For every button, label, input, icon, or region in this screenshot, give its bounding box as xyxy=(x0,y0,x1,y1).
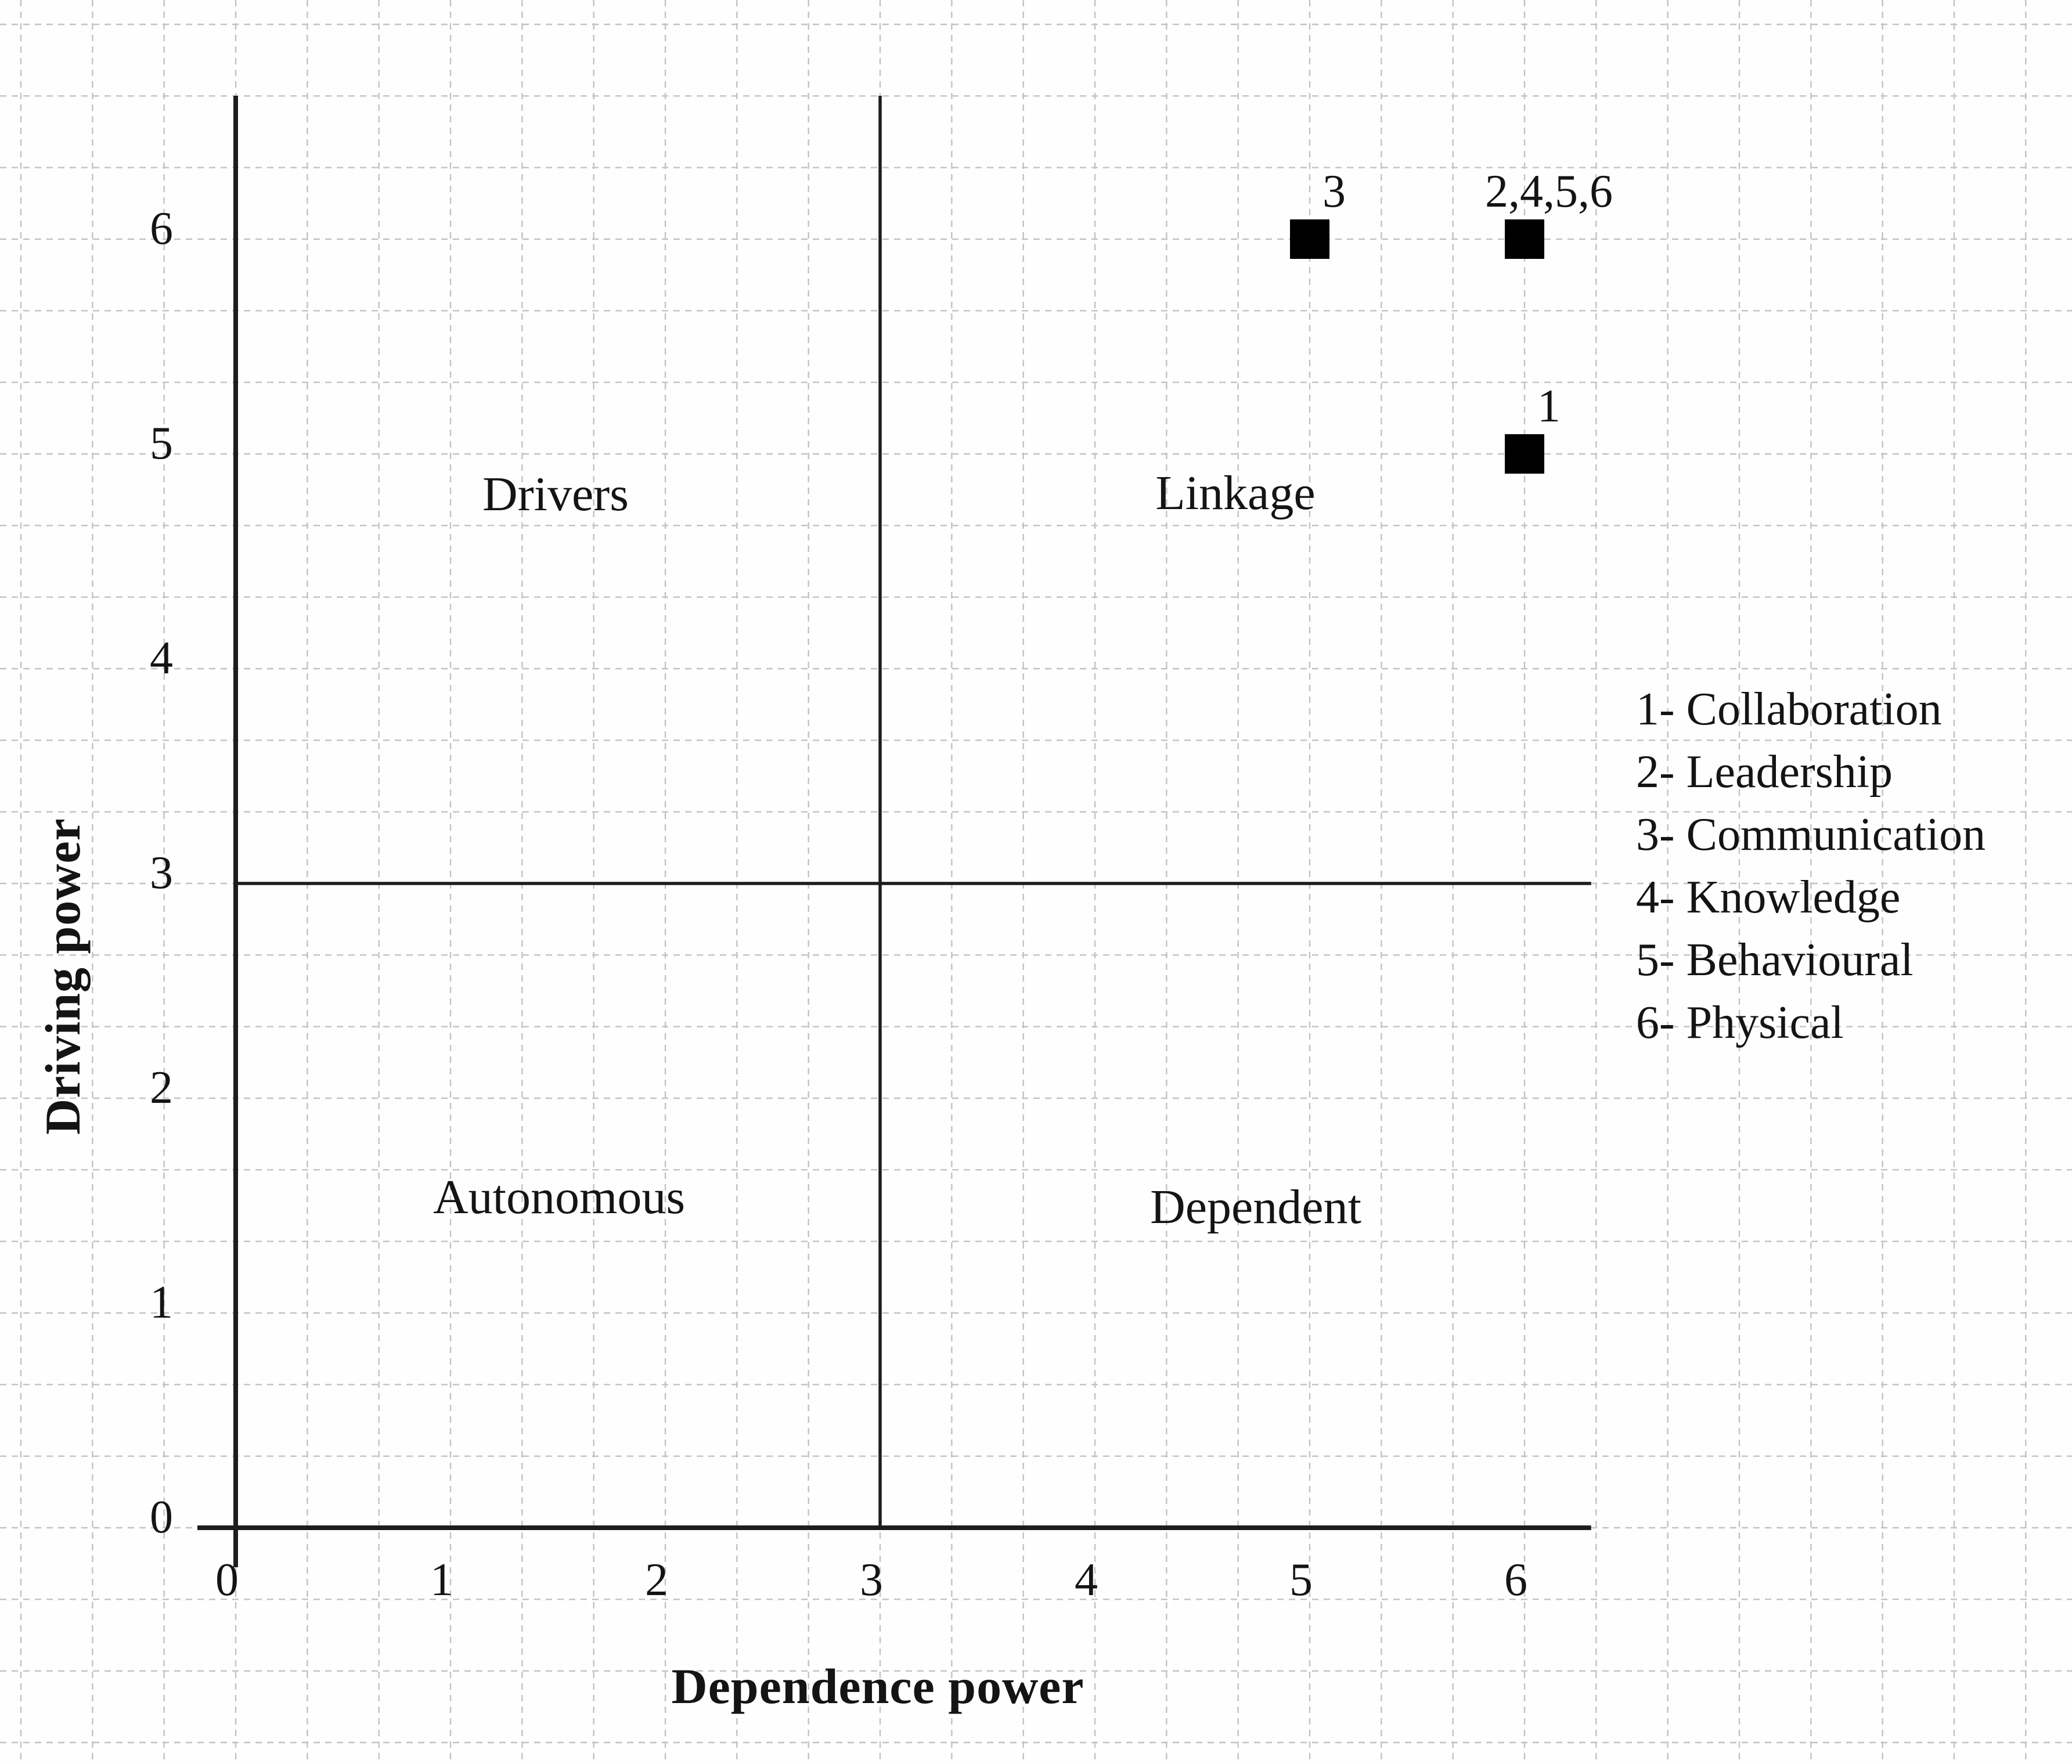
data-point-label: 2,4,5,6 xyxy=(1485,166,1613,217)
quadrant-label-drivers: Drivers xyxy=(482,467,629,521)
y-axis-tick-label: 6 xyxy=(150,203,173,254)
data-point-label: 1 xyxy=(1537,381,1561,432)
legend-item: 2- Leadership xyxy=(1636,746,1893,798)
y-axis-tick-label: 2 xyxy=(150,1062,173,1113)
legend: 1- Collaboration 2- Leadership 3- Communic… xyxy=(1636,678,1985,1054)
data-point-marker xyxy=(1290,219,1329,259)
legend-item: 1- Collaboration xyxy=(1636,684,1942,735)
x-axis-tick-label: 1 xyxy=(430,1554,453,1606)
data-point-marker xyxy=(1505,219,1544,259)
legend-item: 5- Behavioural xyxy=(1636,935,1914,986)
y-axis-tick-label: 3 xyxy=(150,847,173,899)
data-point-marker xyxy=(1505,434,1544,474)
axes-and-dividers xyxy=(197,96,1591,1567)
x-axis-tick-label: 3 xyxy=(860,1554,883,1606)
y-axis-title: Driving power xyxy=(35,818,91,1135)
x-axis-tick-label: 0 xyxy=(215,1554,239,1606)
x-axis-tick-label: 5 xyxy=(1289,1554,1313,1606)
y-axis-tick-label: 5 xyxy=(150,418,173,469)
legend-item: 4- Knowledge xyxy=(1636,872,1901,923)
quadrant-label-dependent: Dependent xyxy=(1150,1180,1361,1234)
y-axis-tick-label: 1 xyxy=(150,1277,173,1328)
quadrant-label-linkage: Linkage xyxy=(1155,466,1316,520)
x-axis-tick-label: 6 xyxy=(1504,1554,1527,1606)
y-axis-tick-label: 0 xyxy=(150,1492,173,1543)
legend-item: 6- Physical xyxy=(1636,997,1844,1048)
quadrant-label-autonomous: Autonomous xyxy=(433,1170,686,1224)
legend-item: 3- Communication xyxy=(1636,809,1986,860)
y-axis-tick-label: 4 xyxy=(150,633,173,684)
x-axis-tick-label: 2 xyxy=(645,1554,668,1606)
data-point-label: 3 xyxy=(1323,166,1346,217)
x-axis-tick-label: 4 xyxy=(1075,1554,1098,1606)
x-axis-title: Dependence power xyxy=(671,1658,1084,1714)
